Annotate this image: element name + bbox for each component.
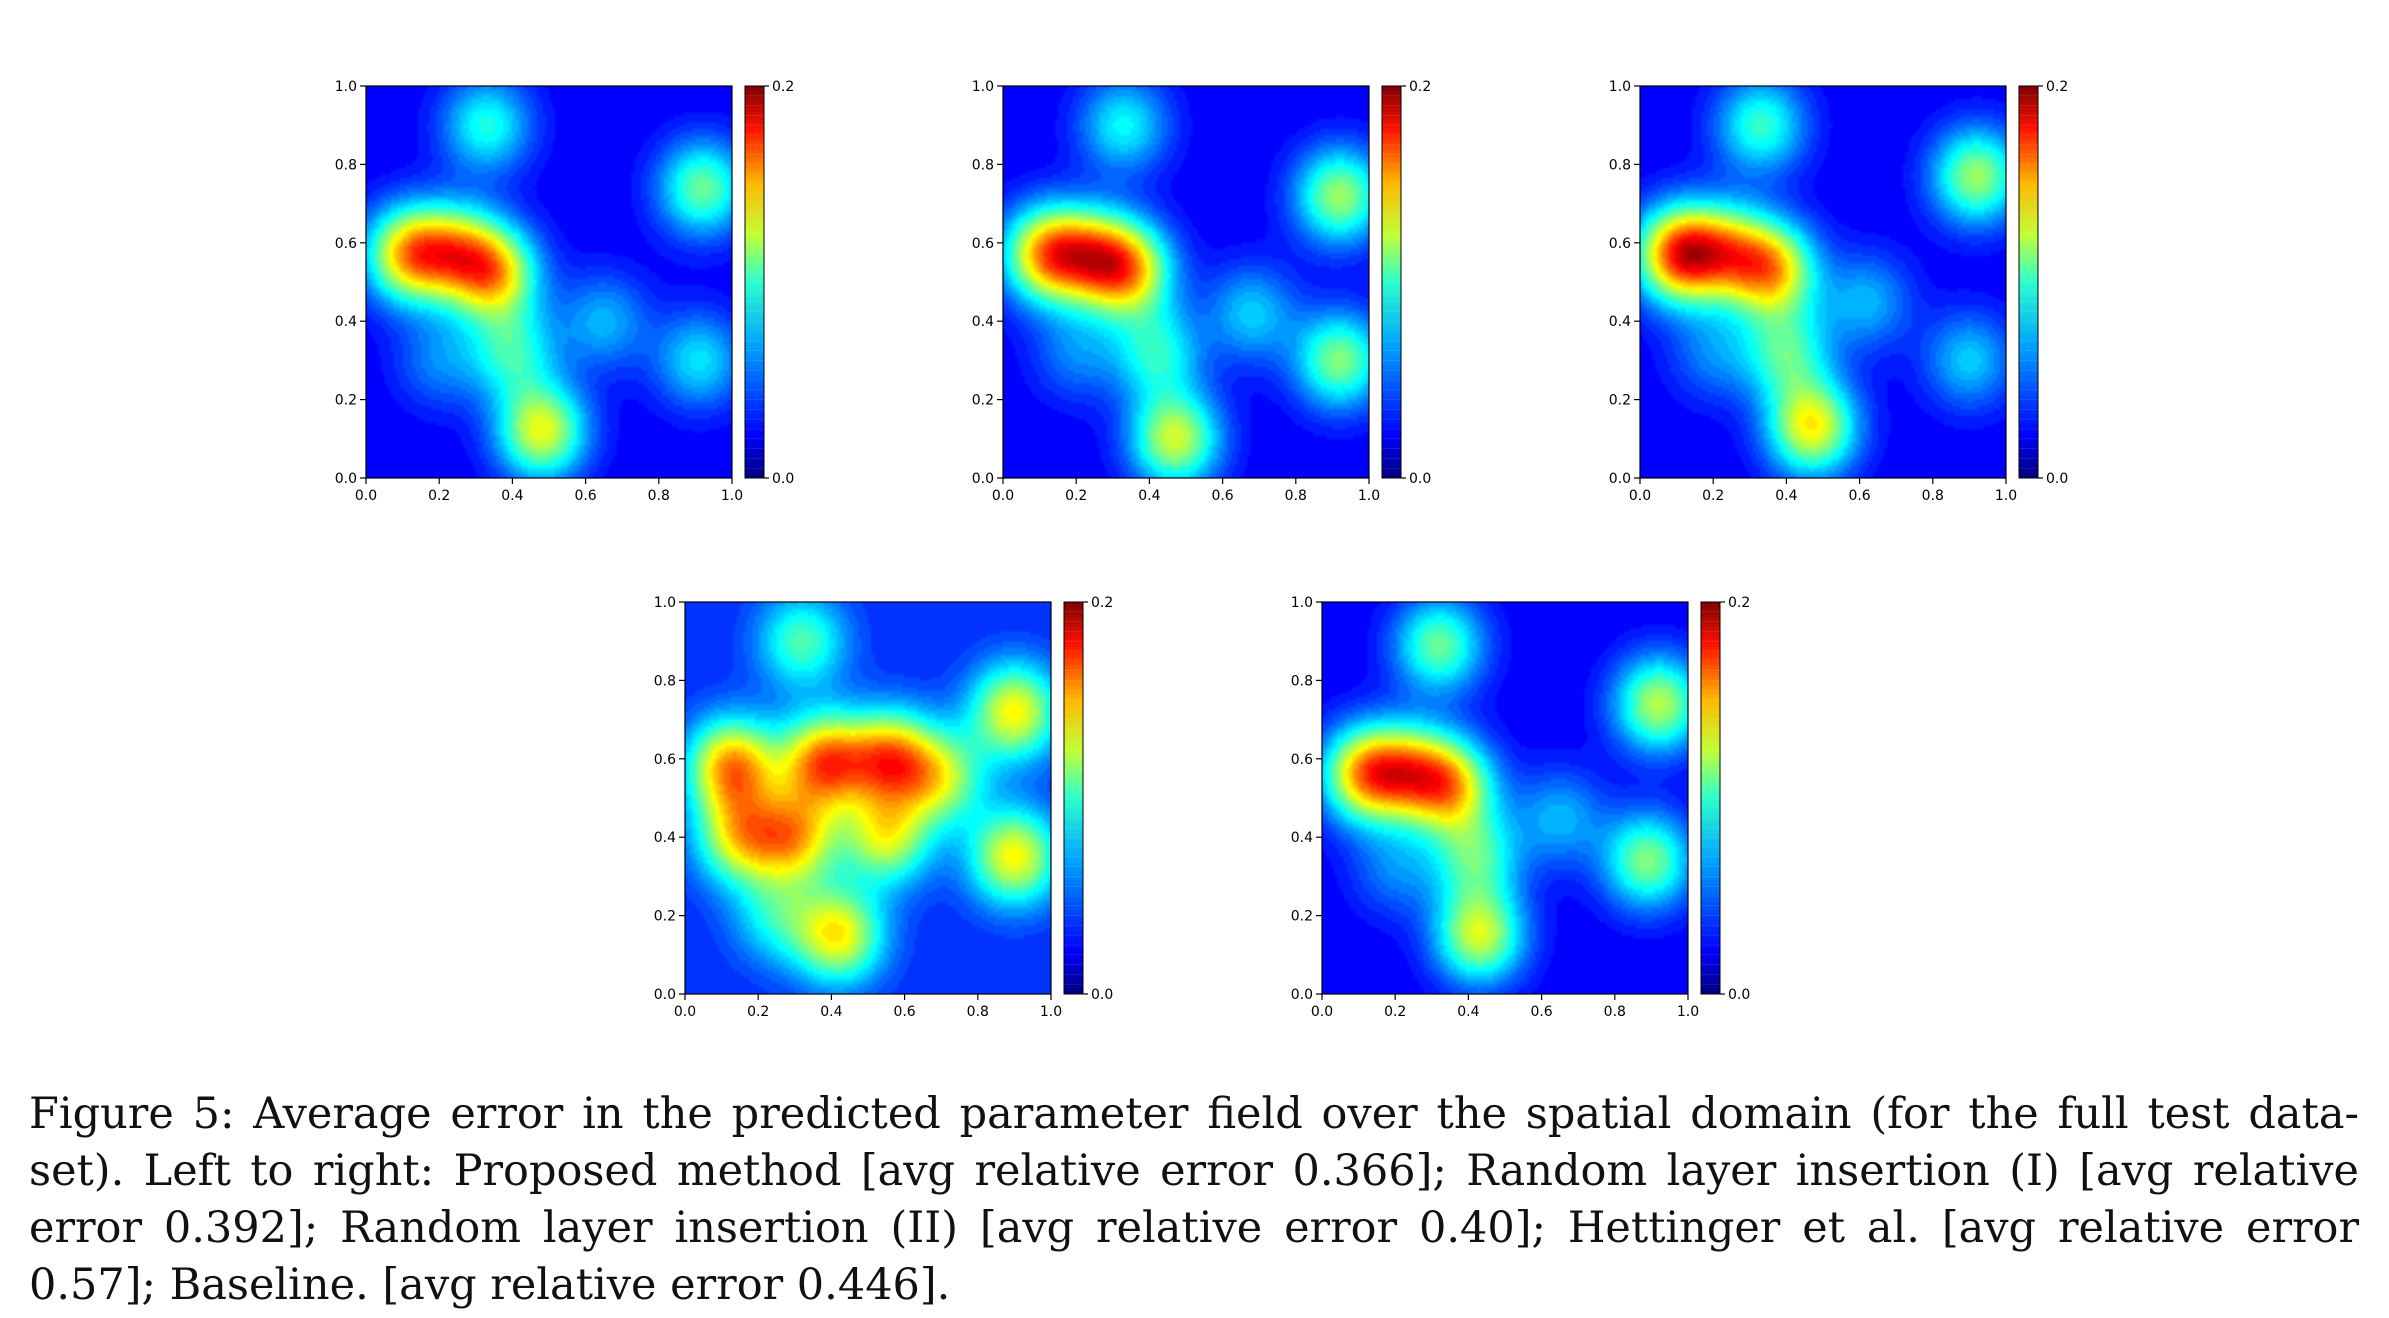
y-tick-label: 0.0 bbox=[1609, 471, 1631, 487]
y-tick-label: 1.0 bbox=[654, 595, 676, 611]
y-tick-label: 0.0 bbox=[972, 471, 994, 487]
y-tick-label: 0.4 bbox=[335, 314, 357, 330]
y-tick-label: 0.8 bbox=[1291, 673, 1313, 689]
y-tick-label: 0.6 bbox=[654, 752, 676, 768]
colorbar-tick-label: 0.0 bbox=[772, 471, 794, 487]
heatmap-panel-4: 0.0 0.2 0.4 0.6 0.8 1.0 0.0 0.2 0.4 0.6 0.8 1.0 0.2 0… bbox=[654, 595, 1114, 1020]
y-tick-label: 0.0 bbox=[654, 987, 676, 1003]
x-tick-label: 0.4 bbox=[1775, 488, 1797, 504]
x-tick-label: 0.6 bbox=[893, 1004, 915, 1020]
colorbar-tick-label: 0.0 bbox=[1409, 471, 1431, 487]
heatmap-panel-2: 0.0 0.2 0.4 0.6 0.8 1.0 0.0 0.2 0.4 0.6 0.8 1.0 0.2 0… bbox=[972, 79, 1432, 504]
y-tick-label: 1.0 bbox=[972, 79, 994, 95]
colorbar-tick-label: 0.0 bbox=[1091, 987, 1113, 1003]
heatmap-panel-5: 0.0 0.2 0.4 0.6 0.8 1.0 0.0 0.2 0.4 0.6 0.8 1.0 0.2 0… bbox=[1291, 595, 1751, 1020]
x-tick-label: 0.0 bbox=[992, 488, 1014, 504]
x-tick-label: 0.6 bbox=[1211, 488, 1233, 504]
x-tick-label: 0.2 bbox=[428, 488, 450, 504]
y-tick-label: 0.6 bbox=[335, 236, 357, 252]
y-tick-label: 0.8 bbox=[1609, 157, 1631, 173]
x-tick-label: 0.0 bbox=[1311, 1004, 1333, 1020]
heatmap-panel-3: 0.0 0.2 0.4 0.6 0.8 1.0 0.0 0.2 0.4 0.6 0.8 1.0 0.2 0… bbox=[1609, 79, 2069, 504]
colorbar-tick-label: 0.2 bbox=[2046, 79, 2068, 95]
y-tick-label: 0.6 bbox=[972, 236, 994, 252]
y-tick-label: 0.8 bbox=[972, 157, 994, 173]
x-tick-label: 1.0 bbox=[1040, 1004, 1062, 1020]
heatmap-field bbox=[685, 602, 1051, 994]
x-tick-label: 0.0 bbox=[355, 488, 377, 504]
heatmap-field bbox=[366, 86, 732, 478]
x-tick-label: 1.0 bbox=[721, 488, 743, 504]
x-tick-label: 0.2 bbox=[747, 1004, 769, 1020]
x-tick-label: 1.0 bbox=[1677, 1004, 1699, 1020]
x-tick-label: 0.2 bbox=[1065, 488, 1087, 504]
y-tick-label: 1.0 bbox=[335, 79, 357, 95]
x-tick-label: 1.0 bbox=[1358, 488, 1380, 504]
y-tick-label: 0.4 bbox=[972, 314, 994, 330]
x-tick-label: 1.0 bbox=[1995, 488, 2017, 504]
y-tick-label: 0.4 bbox=[1291, 830, 1313, 846]
x-tick-label: 0.6 bbox=[1848, 488, 1870, 504]
x-tick-label: 0.0 bbox=[674, 1004, 696, 1020]
heatmap-field bbox=[1322, 602, 1688, 994]
figure-caption: Figure 5: Average error in the predicted… bbox=[29, 1086, 2359, 1314]
y-tick-label: 0.2 bbox=[654, 909, 676, 925]
y-tick-label: 0.4 bbox=[1609, 314, 1631, 330]
x-tick-label: 0.6 bbox=[574, 488, 596, 504]
x-tick-label: 0.4 bbox=[501, 488, 523, 504]
x-tick-label: 0.8 bbox=[1604, 1004, 1626, 1020]
x-tick-label: 0.4 bbox=[1457, 1004, 1479, 1020]
y-tick-label: 0.2 bbox=[972, 393, 994, 409]
y-tick-label: 0.6 bbox=[1609, 236, 1631, 252]
colorbar-tick-label: 0.2 bbox=[1728, 595, 1750, 611]
x-tick-label: 0.8 bbox=[1285, 488, 1307, 504]
x-tick-label: 0.2 bbox=[1384, 1004, 1406, 1020]
y-tick-label: 0.0 bbox=[1291, 987, 1313, 1003]
colorbar-tick-label: 0.2 bbox=[772, 79, 794, 95]
x-tick-label: 0.8 bbox=[1922, 488, 1944, 504]
y-tick-label: 0.0 bbox=[335, 471, 357, 487]
x-tick-label: 0.4 bbox=[1138, 488, 1160, 504]
x-tick-label: 0.2 bbox=[1702, 488, 1724, 504]
colorbar-tick-label: 0.0 bbox=[2046, 471, 2068, 487]
colorbar-tick-label: 0.2 bbox=[1091, 595, 1113, 611]
colorbar-tick-label: 0.0 bbox=[1728, 987, 1750, 1003]
y-tick-label: 0.6 bbox=[1291, 752, 1313, 768]
y-tick-label: 0.8 bbox=[654, 673, 676, 689]
x-tick-label: 0.0 bbox=[1629, 488, 1651, 504]
x-tick-label: 0.6 bbox=[1530, 1004, 1552, 1020]
y-tick-label: 0.8 bbox=[335, 157, 357, 173]
y-tick-label: 1.0 bbox=[1609, 79, 1631, 95]
y-tick-label: 0.2 bbox=[335, 393, 357, 409]
y-tick-label: 0.2 bbox=[1609, 393, 1631, 409]
x-tick-label: 0.4 bbox=[820, 1004, 842, 1020]
y-tick-label: 1.0 bbox=[1291, 595, 1313, 611]
y-tick-label: 0.2 bbox=[1291, 909, 1313, 925]
x-tick-label: 0.8 bbox=[648, 488, 670, 504]
heatmap-field bbox=[1003, 86, 1369, 478]
colorbar-tick-label: 0.2 bbox=[1409, 79, 1431, 95]
heatmap-field bbox=[1640, 86, 2006, 478]
x-tick-label: 0.8 bbox=[967, 1004, 989, 1020]
y-tick-label: 0.4 bbox=[654, 830, 676, 846]
heatmap-panel-1: 0.0 0.2 0.4 0.6 0.8 1.0 0.0 0.2 0.4 0.6 0.8 1.0 0.2 0… bbox=[335, 79, 795, 504]
figure: 0.0 0.2 0.4 0.6 0.8 1.0 0.0 0.2 0.4 0.6 0.8 1.0 0.2 0… bbox=[0, 0, 2389, 1040]
